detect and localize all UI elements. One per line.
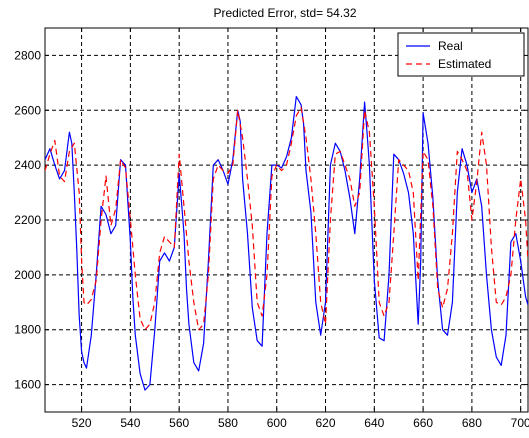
x-tick-label: 680 xyxy=(462,416,482,430)
y-tick-label: 2400 xyxy=(14,158,41,172)
series-layer xyxy=(45,95,528,391)
x-tick-label: 540 xyxy=(120,416,140,430)
x-tick-label: 700 xyxy=(511,416,529,430)
x-tick-label: 580 xyxy=(218,416,238,430)
series-line-real xyxy=(45,95,528,391)
y-tick-label: 1600 xyxy=(14,378,41,392)
x-tick-label: 660 xyxy=(413,416,433,430)
y-tick-label: 2000 xyxy=(14,268,41,282)
tick-layer: 520 540 560 580 600 620 640 660 680 700 1600 1800 20… xyxy=(14,28,529,430)
y-tick-label: 2800 xyxy=(14,48,41,62)
chart-title: Predicted Error, std= 54.32 xyxy=(213,6,356,20)
legend-box xyxy=(397,32,525,77)
x-tick-label: 620 xyxy=(316,416,336,430)
x-tick-label: 520 xyxy=(72,416,92,430)
legend-label-estimated: Estimated xyxy=(438,57,491,71)
legend: Real Estimated xyxy=(397,32,525,77)
y-tick-label: 1800 xyxy=(14,323,41,337)
y-tick-label: 2600 xyxy=(14,103,41,117)
x-tick-label: 640 xyxy=(364,416,384,430)
series-line-estimated xyxy=(45,106,528,331)
y-tick-label: 2200 xyxy=(14,213,41,227)
x-tick-label: 560 xyxy=(169,416,189,430)
legend-label-real: Real xyxy=(438,39,463,53)
x-tick-label: 600 xyxy=(267,416,287,430)
